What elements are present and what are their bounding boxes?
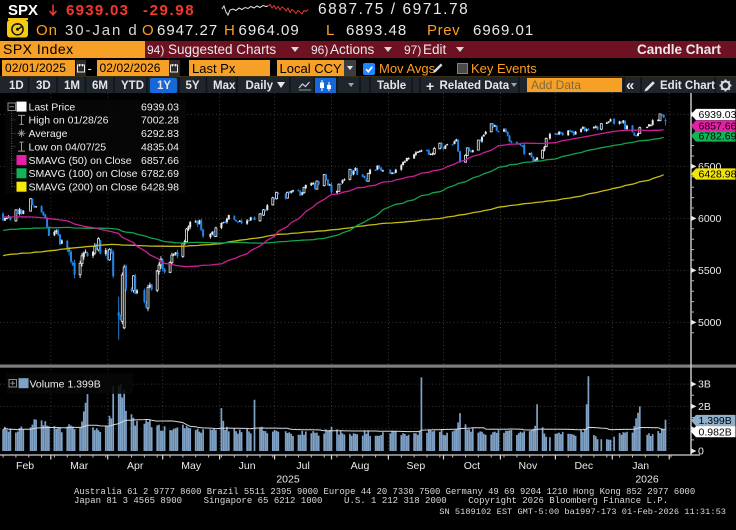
svg-text:Jun: Jun (239, 460, 256, 472)
svg-text:6857.66: 6857.66 (699, 121, 736, 133)
svg-text:Oct: Oct (464, 460, 480, 472)
svg-text:Jul: Jul (296, 460, 309, 472)
svg-text:5000: 5000 (698, 317, 722, 329)
svg-text:6428.98: 6428.98 (699, 169, 736, 181)
svg-text:2025: 2025 (276, 474, 300, 486)
svg-text:SMAVG (50) on Close: SMAVG (50) on Close (29, 155, 132, 167)
svg-text:Volume 1.399B: Volume 1.399B (30, 378, 101, 390)
svg-text:4835.04: 4835.04 (141, 141, 179, 153)
svg-text:6782.69: 6782.69 (699, 131, 736, 143)
svg-text:Jan: Jan (632, 460, 649, 472)
svg-text:Mar: Mar (70, 460, 89, 472)
svg-text:May: May (181, 460, 202, 472)
svg-text:6939.03: 6939.03 (699, 109, 736, 121)
svg-text:Nov: Nov (519, 460, 538, 472)
svg-text:Low on 04/07/25: Low on 04/07/25 (29, 141, 107, 153)
svg-text:SMAVG (100) on Close: SMAVG (100) on Close (29, 168, 138, 180)
svg-text:3B: 3B (698, 379, 711, 391)
svg-text:Last Price: Last Price (29, 101, 76, 113)
svg-text:Sep: Sep (407, 460, 426, 472)
svg-text:7002.28: 7002.28 (141, 115, 179, 127)
svg-text:High on 01/28/26: High on 01/28/26 (29, 115, 109, 127)
svg-text:2B: 2B (698, 401, 711, 413)
svg-text:Feb: Feb (16, 460, 34, 472)
svg-text:6939.03: 6939.03 (141, 101, 179, 113)
svg-text:6428.98: 6428.98 (141, 182, 179, 194)
svg-text:6292.83: 6292.83 (141, 128, 179, 140)
svg-text:6782.69: 6782.69 (141, 168, 179, 180)
svg-text:SMAVG (200) on Close: SMAVG (200) on Close (29, 182, 138, 194)
svg-text:Average: Average (29, 128, 68, 140)
svg-text:6857.66: 6857.66 (141, 155, 179, 167)
svg-text:Aug: Aug (351, 460, 370, 472)
svg-text:Apr: Apr (127, 460, 144, 472)
svg-text:Dec: Dec (574, 460, 593, 472)
svg-text:5500: 5500 (698, 265, 722, 277)
svg-text:0.982B: 0.982B (699, 426, 732, 438)
svg-text:0: 0 (698, 446, 704, 458)
svg-text:2026: 2026 (635, 474, 659, 486)
svg-text:1.399B: 1.399B (699, 415, 732, 427)
svg-text:6000: 6000 (698, 213, 722, 225)
